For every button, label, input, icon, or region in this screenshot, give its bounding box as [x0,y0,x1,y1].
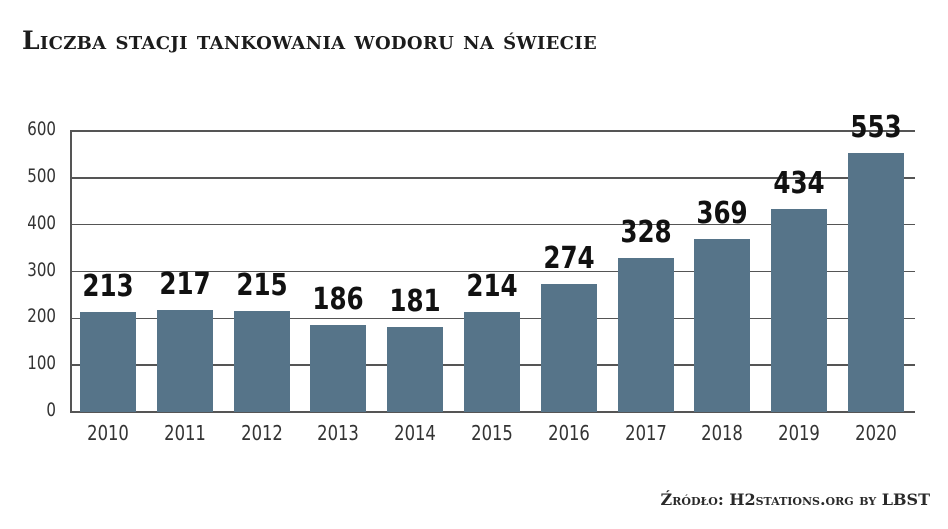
x-tick-label: 2011 [163,421,206,445]
y-tick-label: 600 [27,118,56,140]
bar-2019 [771,208,828,412]
bar-2012 [233,311,290,412]
x-tick-label: 2016 [547,421,590,445]
bar-2015 [464,311,520,412]
y-tick-label: 500 [27,164,56,187]
y-tick-label: 200 [27,305,56,328]
y-tick-label: 100 [27,352,56,375]
gridline [70,223,915,226]
data-label: 434 [773,165,825,201]
gridline [70,411,915,413]
chart-title: Liczba stacji tankowania wodoru na świec… [22,26,598,55]
x-tick-label: 2012 [240,421,283,445]
x-tick-label: 2010 [87,421,129,445]
bar-2010 [80,312,136,412]
x-tick-label: 2014 [394,421,437,445]
x-tick-label: 2017 [624,421,667,445]
data-label: 215 [235,268,288,304]
data-label: 213 [82,269,134,305]
x-tick-label: 2018 [701,421,744,445]
bar-2011 [156,310,213,412]
y-tick-label: 400 [27,211,56,234]
data-label: 369 [696,196,749,232]
data-label: 214 [466,268,518,304]
bar-2018 [694,239,751,412]
data-label: 553 [850,110,902,145]
gridline [70,130,915,132]
bar-2014 [387,327,444,412]
bar-2016 [540,283,597,412]
source-note: Źródło: H2stations.org by LBST [660,490,930,509]
bar-2017 [617,258,674,412]
data-label: 328 [619,215,672,251]
bar-2020 [848,153,904,412]
x-tick-label: 2020 [855,421,897,445]
gridline [70,270,915,273]
y-tick-label: 300 [27,258,56,281]
x-tick-label: 2015 [471,421,513,445]
x-tick-label: 2013 [317,421,360,445]
data-label: 186 [312,281,365,317]
data-label: 217 [159,267,211,303]
data-label: 274 [543,240,595,276]
bar-2013 [310,324,367,412]
data-label: 181 [389,284,441,320]
x-tick-label: 2019 [778,421,821,445]
gridline [70,177,915,179]
y-tick-label: 0 [46,399,56,421]
